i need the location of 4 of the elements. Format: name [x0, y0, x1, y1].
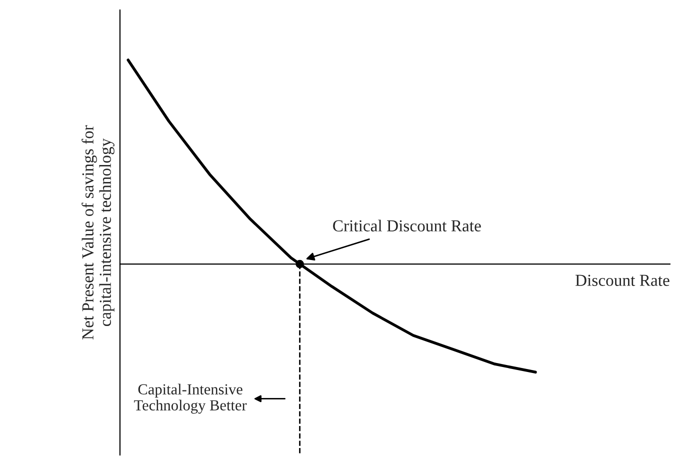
annotation: Critical Discount Rate [333, 220, 481, 232]
x-axis-title: Discount Rate [575, 274, 670, 286]
y-axis-title: Net Present Value of savings for capital-intensive technology [82, 125, 114, 340]
text: Capital-Intensive Technology Better [134, 384, 247, 414]
